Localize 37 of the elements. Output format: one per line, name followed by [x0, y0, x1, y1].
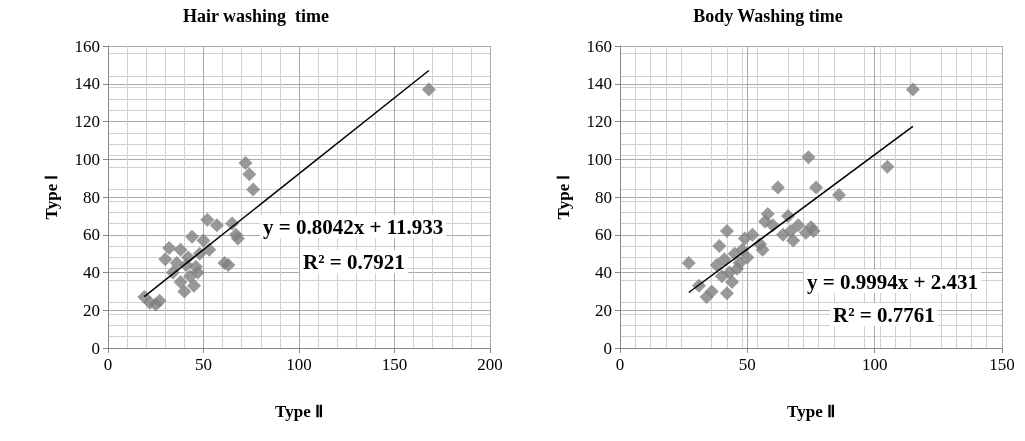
y-tick-label: 100	[586, 149, 612, 169]
x-tick-label: 150	[381, 355, 408, 374]
y-tick-label: 80	[595, 187, 612, 207]
y-tick-label: 20	[83, 300, 100, 320]
y-axis-title: Type Ⅰ	[42, 174, 61, 220]
y-tick-label: 0	[603, 338, 612, 358]
x-tick-label: 200	[477, 355, 503, 374]
y-tick-label: 0	[91, 338, 100, 358]
x-axis-title: Type Ⅱ	[787, 402, 835, 421]
chart-title: Body Washing time	[693, 6, 843, 26]
y-tick-label: 20	[595, 300, 612, 320]
x-tick-label: 0	[615, 355, 625, 374]
x-tick-label: 50	[195, 355, 212, 374]
y-tick-label: 160	[586, 36, 612, 56]
chart-title: Hair washing time	[182, 6, 330, 26]
x-tick-label: 50	[738, 355, 756, 374]
x-tick-label: 100	[286, 355, 312, 374]
y-axis-title: Type Ⅰ	[554, 174, 573, 220]
annotation: y = 0.9994x + 2.431	[807, 269, 978, 294]
annotation: y = 0.8042x + 11.933	[263, 214, 444, 239]
y-tick-label: 60	[595, 225, 612, 245]
y-tick-label: 60	[83, 225, 100, 245]
x-tick-label: 0	[103, 355, 113, 374]
y-tick-label: 40	[595, 263, 612, 282]
y-tick-label: 120	[74, 112, 100, 131]
x-tick-label: 150	[989, 355, 1015, 374]
y-tick-label: 140	[74, 74, 100, 94]
y-tick-label: 100	[74, 149, 100, 169]
annotation: R² = 0.7921	[303, 249, 405, 274]
y-tick-label: 80	[83, 187, 100, 207]
x-tick-label: 100	[861, 355, 888, 374]
y-tick-label: 140	[586, 74, 612, 94]
y-tick-label: 160	[74, 36, 100, 56]
y-tick-label: 40	[83, 263, 100, 282]
x-axis-title: Type Ⅱ	[275, 402, 323, 421]
y-tick-label: 120	[586, 112, 612, 131]
annotation: R² = 0.7761	[833, 302, 935, 327]
